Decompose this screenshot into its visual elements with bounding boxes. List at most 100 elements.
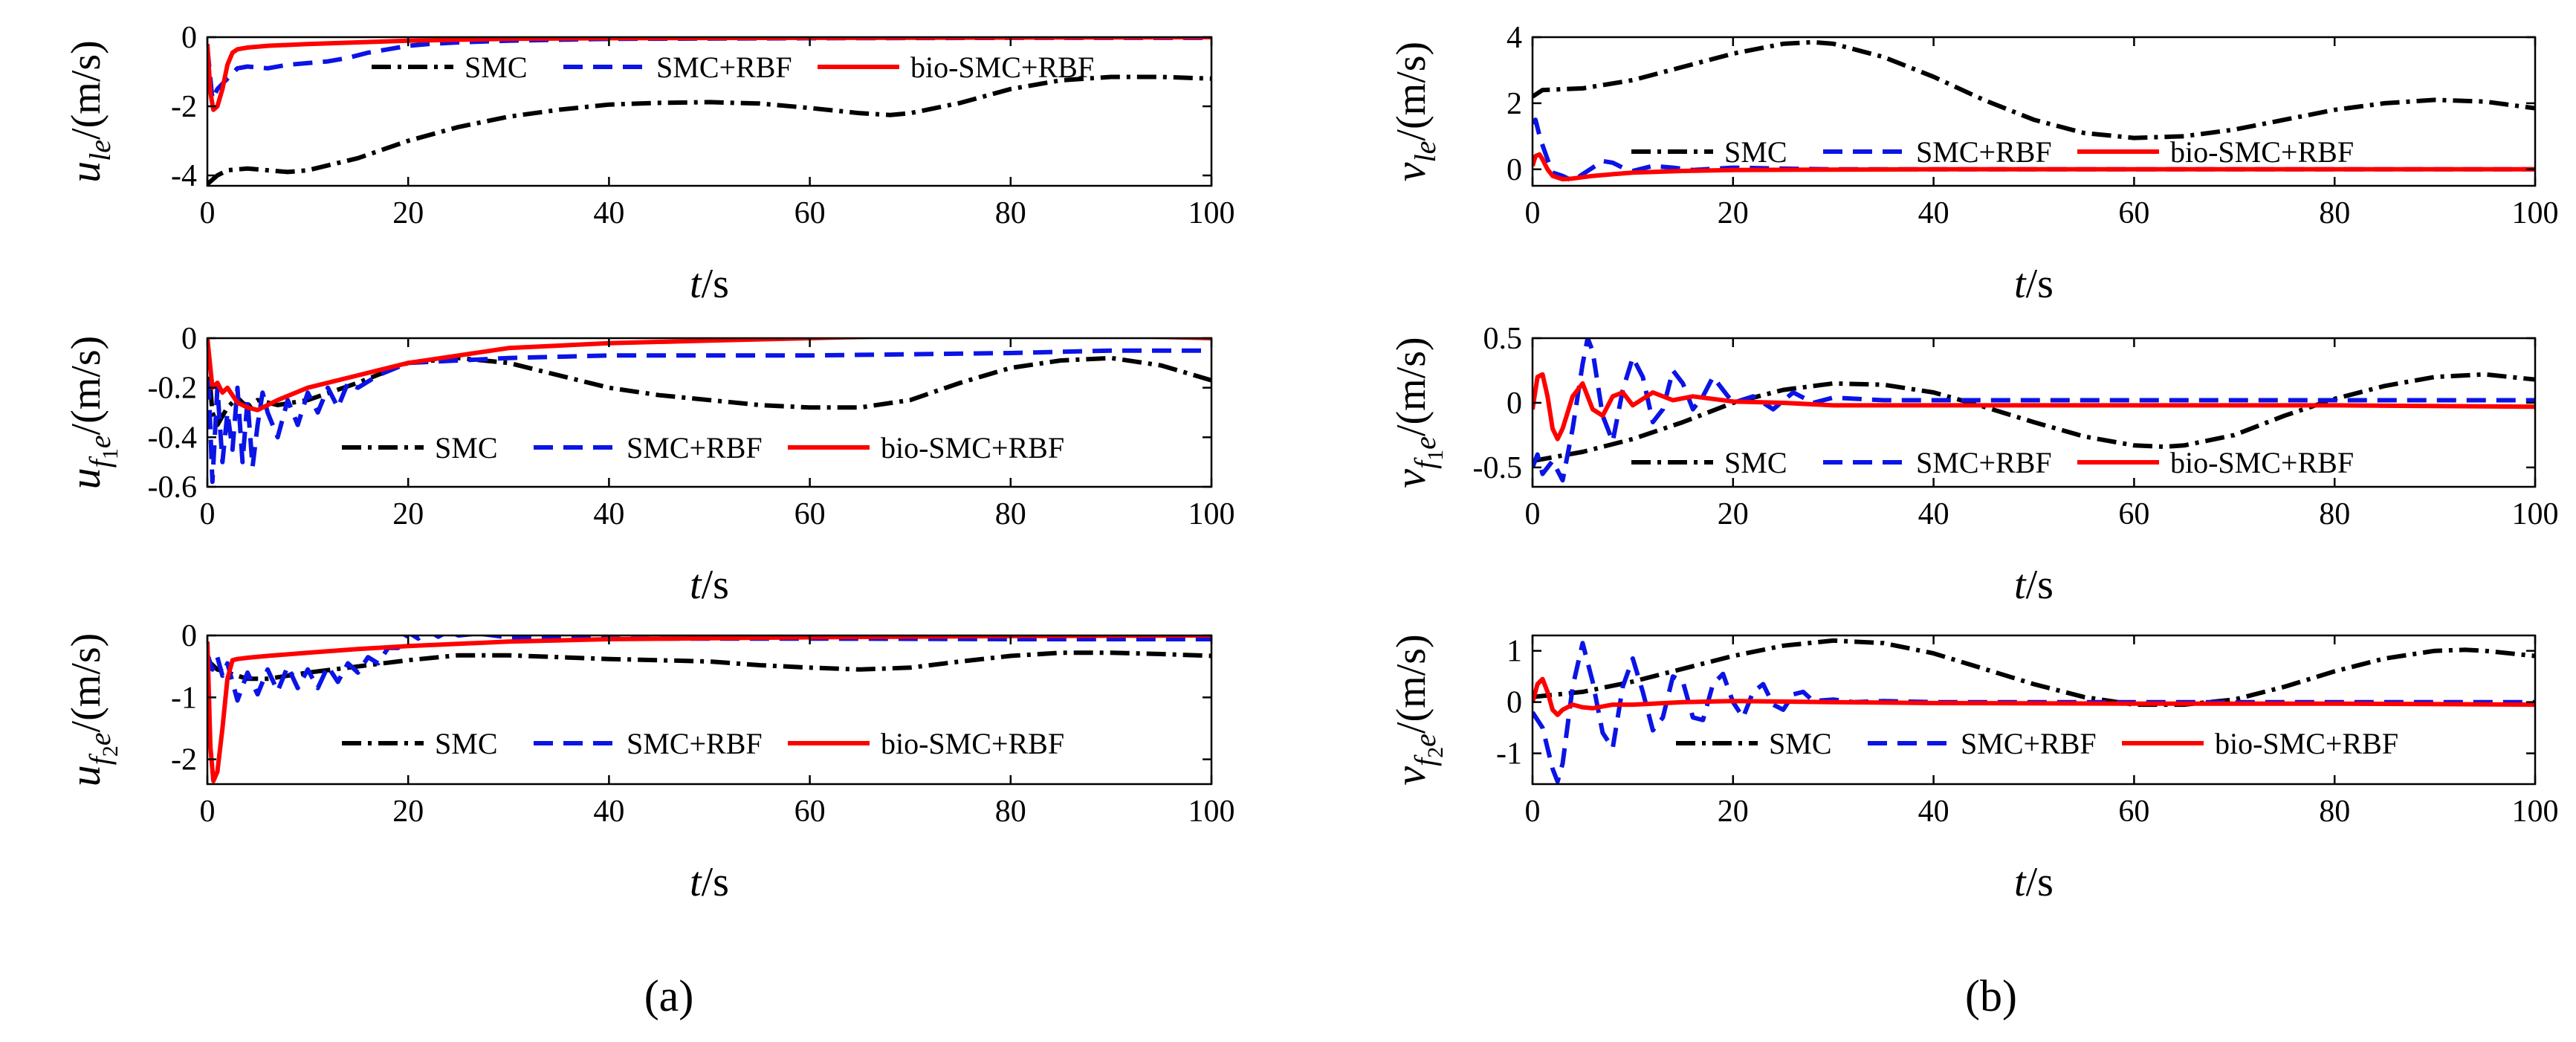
y-tick-label: -0.5	[1473, 451, 1523, 485]
x-tick-label: 80	[2319, 795, 2350, 829]
legend-label: SMC+RBF	[627, 727, 763, 760]
legend: SMC SMC+RBF bio-SMC+RBF	[1631, 135, 2354, 169]
y-tick-label: 2	[1507, 87, 1522, 121]
legend: SMC SMC+RBF bio-SMC+RBF	[1631, 446, 2354, 479]
y-tick-label: 0	[1507, 153, 1522, 187]
legend-label: bio-SMC+RBF	[910, 51, 1094, 84]
legend-label: bio-SMC+RBF	[2170, 135, 2354, 169]
series-line-smc	[207, 350, 1211, 427]
legend-label: bio-SMC+RBF	[2170, 446, 2354, 479]
series-line-smc	[1533, 638, 2535, 708]
y-axis-label: vle/(m/s)	[1386, 42, 1442, 181]
x-tick-label: 0	[1525, 795, 1541, 829]
x-tick-label: 40	[1918, 795, 1949, 829]
x-tick-label: 60	[2118, 795, 2149, 829]
y-tick-label: 1	[1507, 635, 1522, 669]
y-axis-label: vf2e/(m/s)	[1386, 634, 1448, 785]
series-line-bio-smc-plus-rbf	[1533, 152, 2535, 182]
x-tick-label: 100	[1188, 196, 1235, 230]
x-tick-label: 0	[200, 795, 216, 829]
x-tick-label: 20	[392, 497, 424, 531]
axes-frame	[1531, 337, 2537, 488]
legend-label: SMC	[1769, 727, 1832, 760]
x-tick-label: 40	[593, 497, 624, 531]
x-axis-label: t/s	[690, 859, 729, 905]
legend-label: SMC	[435, 727, 498, 760]
legend-label: bio-SMC+RBF	[881, 431, 1064, 465]
y-axis-label: vf1e/(m/s)	[1386, 337, 1448, 488]
x-tick-label: 20	[1718, 795, 1749, 829]
y-axis-label: uf2e/(m/s)	[61, 633, 123, 787]
y-tick-label: -0.4	[148, 421, 198, 455]
series-line-bio-smc-plus-rbf	[207, 37, 1211, 112]
legend-label: bio-SMC+RBF	[881, 727, 1064, 760]
subplot-1: 0 20 40 60 80 100 0 -0.2 -0.4 -0.6 t/s uf1e/(m/s) SM…	[61, 322, 1235, 608]
x-tick-label: 80	[995, 196, 1026, 230]
legend-label: SMC	[1724, 446, 1787, 479]
y-tick-label: 4	[1507, 21, 1522, 55]
x-tick-label: 60	[2118, 497, 2149, 531]
legend-label: SMC+RBF	[1961, 727, 2097, 760]
legend-label: SMC+RBF	[627, 431, 763, 465]
x-tick-label: 20	[392, 196, 424, 230]
x-tick-label: 20	[1718, 497, 1749, 531]
legend: SMC SMC+RBF bio-SMC+RBF	[342, 727, 1064, 760]
series-line-smc	[207, 650, 1211, 682]
x-tick-label: 40	[1918, 196, 1949, 230]
y-tick-label: 0	[181, 21, 197, 55]
x-tick-label: 0	[200, 497, 216, 531]
x-tick-label: 80	[995, 795, 1026, 829]
axes-frame	[206, 634, 1213, 786]
x-tick-label: 60	[2118, 196, 2149, 230]
legend: SMC SMC+RBF bio-SMC+RBF	[372, 51, 1094, 84]
legend-label: SMC	[1724, 135, 1787, 169]
series-line-smc	[1533, 372, 2535, 464]
legend-label: SMC+RBF	[656, 51, 792, 84]
legend-label: bio-SMC+RBF	[2215, 727, 2398, 760]
series-line-bio-smc-plus-rbf	[207, 635, 1211, 783]
x-tick-label: 100	[1188, 795, 1235, 829]
legend-label: SMC+RBF	[1916, 135, 2052, 169]
x-tick-label: 60	[795, 795, 826, 829]
series-line-smc-plus-rbf	[207, 348, 1211, 485]
legend-label: SMC+RBF	[1916, 446, 2052, 479]
subplot-2: 0 20 40 60 80 100 0 -1 -2 t/s uf2e/(m/s) SMC SMC+RBF…	[61, 619, 1235, 905]
y-tick-label: -4	[171, 159, 197, 193]
subplot-0: 0 20 40 60 80 100 0 -2 -4 t/s ule/(m/s) SMC SMC+RBF b…	[61, 21, 1235, 307]
y-tick-label: -0.2	[148, 372, 198, 406]
series-line-smc	[1533, 39, 2535, 140]
x-tick-label: 100	[1188, 497, 1235, 531]
x-tick-label: 0	[1525, 196, 1541, 230]
series-line-smc-plus-rbf	[1533, 338, 2535, 483]
series-line-bio-smc-plus-rbf	[1533, 372, 2535, 441]
x-tick-label: 80	[995, 497, 1026, 531]
x-tick-label: 20	[392, 795, 424, 829]
axes-frame	[1531, 36, 2537, 187]
series-line-bio-smc-plus-rbf	[207, 338, 1211, 412]
x-tick-label: 100	[2512, 795, 2559, 829]
x-axis-label: t/s	[2014, 859, 2054, 905]
y-tick-label: 0	[181, 322, 197, 356]
legend-label: SMC	[435, 431, 498, 465]
y-tick-label: -2	[171, 743, 197, 777]
axes-frame	[206, 36, 1213, 187]
y-tick-label: 0	[1507, 686, 1522, 720]
y-tick-label: -2	[171, 90, 197, 124]
x-axis-label: t/s	[2014, 261, 2054, 307]
legend: SMC SMC+RBF bio-SMC+RBF	[342, 431, 1064, 465]
y-tick-label: -1	[1496, 737, 1522, 771]
panel-label-b: (b)	[1965, 971, 2017, 1020]
legend: SMC SMC+RBF bio-SMC+RBF	[1676, 727, 2398, 760]
y-axis-label: ule/(m/s)	[61, 40, 117, 183]
x-tick-label: 100	[2512, 497, 2559, 531]
panel-label-a: (a)	[644, 971, 694, 1020]
x-axis-label: t/s	[690, 261, 729, 307]
y-tick-label: -0.6	[148, 470, 198, 505]
series-line-smc-plus-rbf	[207, 635, 1211, 703]
x-tick-label: 60	[795, 497, 826, 531]
y-tick-label: 0	[1507, 386, 1522, 421]
series-line-smc	[207, 74, 1211, 186]
